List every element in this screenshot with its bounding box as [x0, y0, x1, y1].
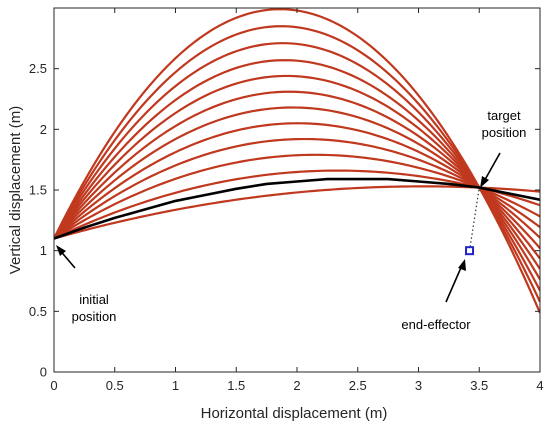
end-effector-arrow [445, 262, 464, 303]
y-tick-label: 2.5 [29, 61, 47, 76]
trajectory-curve [54, 185, 540, 240]
y-tick-label: 1 [40, 243, 47, 258]
end-effector-arrowhead [458, 259, 466, 271]
end-effector-marker [465, 246, 475, 256]
trajectory-curve [54, 74, 540, 270]
target-position-label-line2: position [482, 125, 527, 140]
y-tick-label: 2 [40, 122, 47, 137]
x-tick-label: 3 [415, 378, 422, 393]
trajectory-curve [54, 169, 540, 240]
target-position-label-line1: target [487, 108, 521, 123]
initial-position-label-line1: initial [79, 292, 109, 307]
y-tick-label: 0.5 [29, 304, 47, 319]
x-axis-label: Horizontal displacement (m) [201, 405, 388, 422]
trajectory-curve [54, 59, 540, 280]
trajectory-curve [54, 106, 540, 249]
y-tick-label: 1.5 [29, 183, 47, 198]
axes: 0 0.5 1 1.5 2 2.5 3 3.5 4 0 0.5 1 1.5 2 2.5 [29, 7, 544, 393]
trajectory-curves [54, 8, 540, 314]
x-tick-label: 2.5 [349, 378, 367, 393]
trajectory-curve [54, 122, 540, 240]
annotations: initial position target position end-eff… [56, 108, 526, 332]
trajectory-curve [54, 137, 540, 240]
end-effector-label: end-effector [401, 317, 471, 332]
x-tick-label: 2 [293, 378, 300, 393]
selected-trajectory [54, 177, 540, 240]
x-tick-label: 3.5 [470, 378, 488, 393]
end-effector-link [468, 187, 480, 251]
x-tick-label: 4 [536, 378, 543, 393]
initial-position-label-line2: position [72, 309, 117, 324]
x-tick-label: 0 [50, 378, 57, 393]
trajectory-curve [54, 153, 540, 240]
trajectory-curve [54, 25, 540, 303]
x-tick-label: 1 [172, 378, 179, 393]
target-position-arrowhead [480, 176, 489, 188]
x-tick-label: 1.5 [227, 378, 245, 393]
x-tick-label: 0.5 [106, 378, 124, 393]
y-tick-label: 0 [40, 365, 47, 380]
trajectory-curve [54, 90, 540, 260]
y-axis-label: Vertical displacement (m) [7, 106, 24, 274]
trajectory-curve [54, 42, 540, 292]
initial-position-arrowhead [56, 245, 66, 256]
